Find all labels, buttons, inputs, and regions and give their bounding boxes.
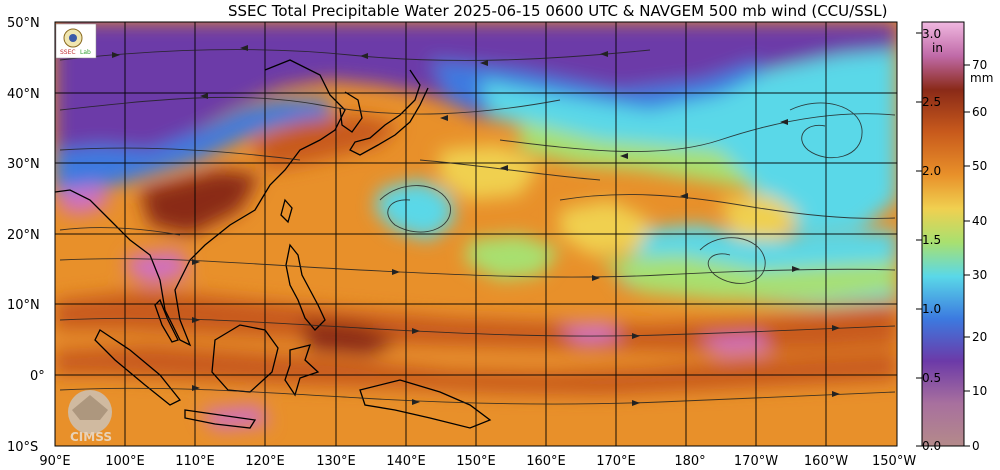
map-frame — [54, 21, 898, 447]
lat-label: 40°N — [7, 87, 40, 102]
mm-tick: 10 — [972, 384, 987, 398]
lat-label: 30°N — [7, 157, 40, 172]
lon-label: 170°W — [734, 454, 778, 469]
mm-tick: 0 — [972, 439, 980, 453]
graticule — [55, 22, 897, 446]
colorbar-in-unit: in — [932, 41, 943, 55]
colorbar: in mm 3.0 2.5 2.0 1.5 1.0 0.5 0.0 70 60 … — [916, 21, 993, 453]
lat-label: 10°S — [7, 440, 38, 455]
map-title: SSEC Total Precipitable Water 2025-06-15… — [0, 0, 1000, 22]
lon-label: 160°W — [804, 454, 848, 469]
lon-label: 140°E — [386, 454, 426, 469]
mm-tick: 50 — [972, 159, 987, 173]
mm-tick: 20 — [972, 330, 987, 344]
lon-labels: 90°E 100°E 110°E 120°E 130°E 140°E 150°E… — [39, 454, 916, 469]
cimss-logo: CIMSS — [68, 390, 112, 444]
wind-arrows — [112, 45, 840, 406]
lon-label: 160°E — [526, 454, 566, 469]
lat-label: 10°N — [7, 298, 40, 313]
coastlines — [55, 59, 492, 429]
mm-tick: 60 — [972, 105, 987, 119]
lon-label: 150°E — [456, 454, 496, 469]
mm-tick: 40 — [972, 214, 987, 228]
tpw-field: SSEC Lab CIMSS — [55, 22, 897, 446]
lat-label: 50°N — [7, 16, 40, 31]
lon-label: 170°E — [596, 454, 636, 469]
colorbar-mm-unit: mm — [970, 71, 993, 85]
lat-label: 0° — [30, 369, 45, 384]
lon-label: 120°E — [245, 454, 285, 469]
lon-label: 100°E — [105, 454, 145, 469]
wind-streamlines — [59, 49, 896, 405]
in-tick: 2.0 — [922, 164, 941, 178]
lon-label: 130°E — [316, 454, 356, 469]
svg-text:Lab: Lab — [80, 49, 91, 56]
in-tick: 2.5 — [922, 95, 941, 109]
colorbar-scale — [921, 21, 965, 447]
lon-label: 150°W — [872, 454, 916, 469]
svg-text:CIMSS: CIMSS — [70, 430, 112, 444]
mm-tick: 30 — [972, 268, 987, 282]
lon-label: 110°E — [175, 454, 215, 469]
in-tick: 0.0 — [922, 439, 941, 453]
in-tick: 1.0 — [922, 302, 941, 316]
ssec-logo: SSEC Lab — [55, 23, 97, 59]
in-tick: 0.5 — [922, 371, 941, 385]
lat-labels: 50°N 40°N 30°N 20°N 10°N 0° 10°S — [7, 16, 45, 455]
in-tick: 3.0 — [922, 27, 941, 41]
in-tick: 1.5 — [922, 233, 941, 247]
lat-label: 20°N — [7, 228, 40, 243]
lon-label: 180° — [674, 454, 705, 469]
mm-tick: 70 — [972, 58, 987, 72]
map-title-text: SSEC Total Precipitable Water 2025-06-15… — [228, 2, 888, 20]
svg-text:SSEC: SSEC — [60, 49, 76, 56]
lon-label: 90°E — [39, 454, 70, 469]
